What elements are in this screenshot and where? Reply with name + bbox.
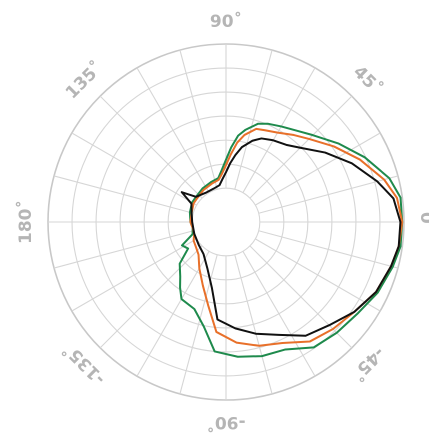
- angle-tick-label: 0˚: [416, 212, 429, 232]
- angle-tick-label: 45˚: [349, 61, 387, 99]
- grid-spoke: [234, 49, 273, 190]
- angle-tick-label: -45˚: [346, 342, 389, 385]
- angle-tick-label: 180˚: [14, 200, 36, 244]
- grid-spoke: [71, 238, 197, 312]
- grid-spoke: [99, 95, 203, 199]
- grid-spoke: [258, 175, 399, 214]
- series-lines: [178, 122, 404, 358]
- grid-spoke: [136, 67, 210, 193]
- grid-ring: [191, 187, 261, 257]
- grid-spoke: [179, 254, 218, 395]
- grid-spoke: [71, 132, 197, 206]
- angle-tick-label: -90˚: [206, 412, 245, 434]
- grid-spoke: [99, 245, 203, 349]
- grid-spoke: [249, 245, 353, 349]
- grid-spoke: [258, 230, 399, 269]
- grid-spoke: [234, 254, 273, 395]
- series-line-3: [180, 137, 402, 337]
- grid-spoke: [53, 175, 194, 214]
- grid-spoke: [53, 230, 194, 269]
- grid-spoke: [255, 132, 381, 206]
- angle-tick-label: 90˚: [210, 10, 242, 32]
- grid-spoke: [179, 49, 218, 190]
- grid-spoke: [255, 238, 381, 312]
- grid-spoke: [242, 67, 316, 193]
- grid-spoke: [136, 251, 210, 377]
- polar-grid: [47, 43, 405, 401]
- grid-spoke: [242, 251, 316, 377]
